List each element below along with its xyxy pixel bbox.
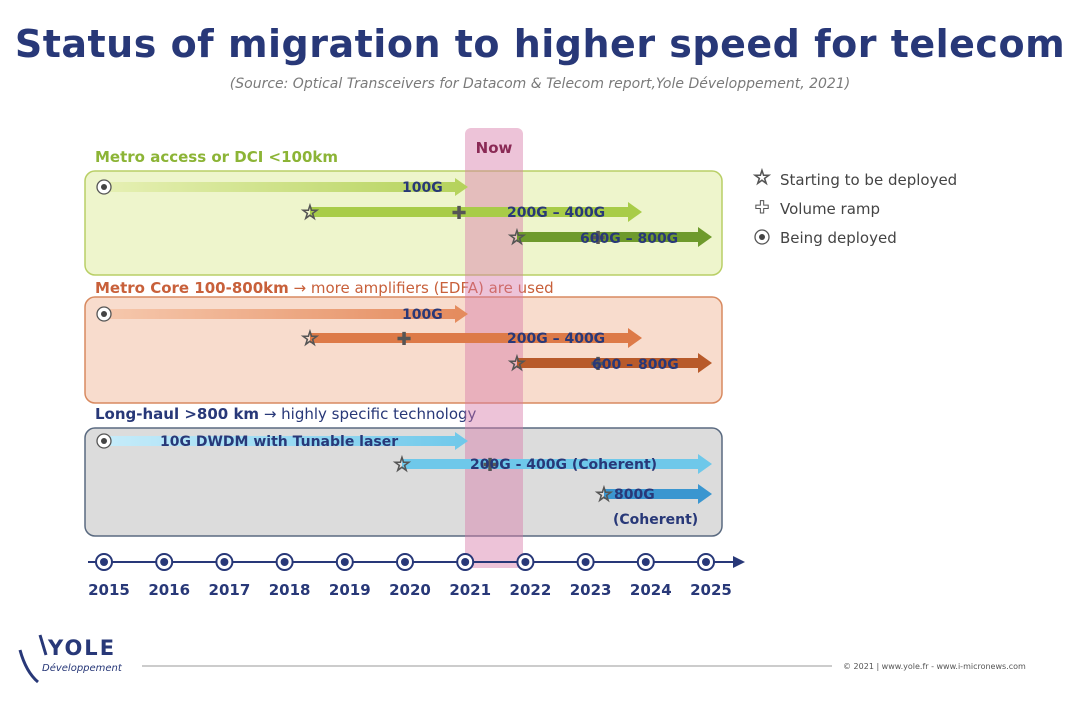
volume-ramp-icon: ✚ <box>482 455 497 476</box>
timeline-year-label: 2023 <box>570 581 612 599</box>
timeline-arrowhead <box>733 556 745 568</box>
timeline-dot-center <box>641 558 650 566</box>
timeline-dot-center <box>461 558 470 566</box>
metro-core-row-3: ☆ ✚ 600 – 800G <box>508 351 712 376</box>
arrow-10g-dwdm <box>104 432 468 450</box>
label-200g-400g-coherent: 200G - 400G (Coherent) <box>470 457 657 473</box>
timeline-year-label: 2020 <box>389 581 431 599</box>
page-title: Status of migration to higher speed for … <box>14 22 1066 66</box>
long-haul-title: Long-haul >800 km <box>95 405 259 423</box>
timeline-dots <box>95 553 715 571</box>
star-icon: ☆ <box>301 200 319 224</box>
timeline-year-label: 2025 <box>690 581 732 599</box>
label-100g: 100G <box>402 180 443 196</box>
label-600-800g: 600 – 800G <box>592 357 679 373</box>
footer: YOLE Développement © 2021 | www.yole.fr … <box>18 634 1026 684</box>
timeline-dot-center <box>100 558 108 566</box>
label-800g: 800G <box>614 487 655 503</box>
label-10g-dwdm: 10G DWDM with Tunable laser <box>160 434 398 450</box>
arrow-200g-400g <box>310 202 642 222</box>
timeline-dot-center <box>581 558 590 566</box>
legend-starting-label: Starting to be deployed <box>780 171 957 189</box>
star-icon: ☆ <box>595 482 613 506</box>
long-haul-row-3: ☆ 800G (Coherent) <box>595 482 712 528</box>
logo-text: YOLE <box>47 636 116 660</box>
metro-access-row-1: 100G <box>96 178 468 196</box>
star-icon: ☆ <box>508 225 526 249</box>
arrow-800g-coherent <box>604 484 712 504</box>
star-icon: ☆ <box>508 351 526 375</box>
section-title-long-haul: Long-haul >800 km → highly specific tech… <box>95 405 477 423</box>
logo-subtext: Développement <box>42 662 123 674</box>
timeline-year-label: 2017 <box>209 581 251 599</box>
section-title-metro-core: Metro Core 100-800km → more amplifiers (… <box>95 279 554 297</box>
legend-volume-label: Volume ramp <box>780 200 880 218</box>
arrow-600g-800g <box>517 227 712 247</box>
long-haul-row-1: 10G DWDM with Tunable laser <box>96 432 468 450</box>
timeline-year-label: 2018 <box>269 581 311 599</box>
arrow-100g <box>104 305 468 323</box>
label-200g-400g: 200G – 400G <box>507 205 605 221</box>
arrow-200g-400g-coherent <box>402 454 712 474</box>
section-box-long-haul <box>84 427 723 537</box>
label-200g-400g: 200G – 400G <box>507 331 605 347</box>
timeline-dot-center <box>280 558 289 566</box>
section-title-metro-access: Metro access or DCI <100km <box>95 148 338 166</box>
timeline-dot-center <box>521 558 530 566</box>
metro-core-title: Metro Core 100-800km <box>95 279 289 297</box>
timeline-year-label: 2024 <box>630 581 672 599</box>
being-deployed-icon-dot <box>101 184 107 190</box>
metro-core-row-1: 100G <box>96 305 468 323</box>
source-note: (Source: Optical Transceivers for Dataco… <box>229 76 851 92</box>
volume-ramp-icon: ✚ <box>590 354 605 375</box>
timeline-year-label: 2022 <box>510 581 552 599</box>
metro-access-row-3: ☆ ✚ 600G – 800G <box>508 225 712 250</box>
long-haul-row-2: ☆ ✚ 200G - 400G (Coherent) <box>393 452 712 477</box>
timeline-year-label: 2016 <box>148 581 190 599</box>
now-band <box>465 128 523 568</box>
timeline: 2015 2016 2017 2018 2019 2020 2021 2022 2023 2024… <box>88 553 745 599</box>
metro-core-note: → more amplifiers (EDFA) are used <box>289 279 554 297</box>
now-label: Now <box>476 139 513 157</box>
logo-mark <box>18 634 48 684</box>
section-box-metro-access <box>84 170 723 276</box>
star-icon: ☆ <box>301 326 319 350</box>
timeline-dot-center <box>340 558 349 566</box>
star-icon: ☆ <box>393 452 411 476</box>
timeline-year-label: 2019 <box>329 581 371 599</box>
volume-ramp-icon: ✚ <box>590 228 605 249</box>
timeline-labels: 2015 2016 2017 2018 2019 2020 2021 2022 2023 2024… <box>88 581 732 599</box>
long-haul-note: → highly specific technology <box>259 405 476 423</box>
metro-core-row-2: ☆ ✚ 200G – 400G <box>301 326 642 351</box>
legend-being-icon-dot <box>759 234 765 240</box>
timeline-year-label: 2021 <box>449 581 491 599</box>
legend-volume-icon: ✚ <box>755 198 769 218</box>
volume-ramp-icon: ✚ <box>451 203 466 224</box>
timeline-dot-center <box>220 558 229 566</box>
section-box-metro-core <box>84 296 723 404</box>
legend: ☆ Starting to be deployed ✚ Volume ramp … <box>753 165 958 248</box>
label-600g-800g: 600G – 800G <box>580 231 678 247</box>
being-deployed-icon-dot <box>101 438 107 444</box>
legend-being-label: Being deployed <box>780 229 897 247</box>
timeline-dot-center <box>401 558 409 566</box>
metro-access-row-2: ☆ ✚ 200G – 400G <box>301 200 642 225</box>
label-coherent: (Coherent) <box>613 512 698 528</box>
footer-copyright: © 2021 | www.yole.fr - www.i-micronews.c… <box>843 662 1026 671</box>
being-deployed-icon-dot <box>101 311 107 317</box>
arrow-200g-400g <box>310 328 642 348</box>
arrow-100g <box>104 178 468 196</box>
label-100g: 100G <box>402 307 443 323</box>
legend-star-icon: ☆ <box>753 165 771 189</box>
volume-ramp-icon: ✚ <box>396 329 411 350</box>
timeline-dot-center <box>702 558 710 566</box>
timeline-dot-center <box>160 558 169 566</box>
arrow-600-800g <box>517 353 712 373</box>
timeline-year-label: 2015 <box>88 581 130 599</box>
